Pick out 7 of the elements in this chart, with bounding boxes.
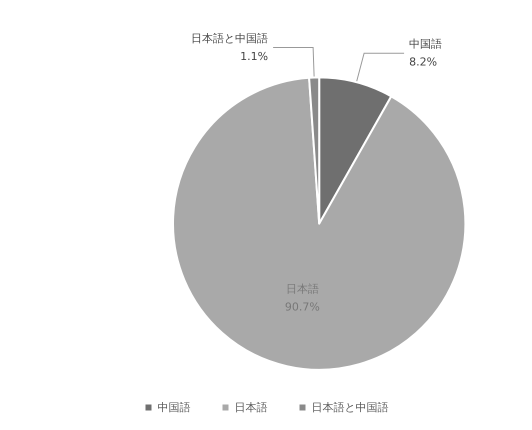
data-label: 8.2% [409, 56, 438, 69]
legend-label: 中国語 [158, 401, 190, 414]
legend-label: 日本語と中国語 [312, 401, 388, 414]
slice-label: 日本語と中国語 [191, 32, 268, 46]
legend-label: 日本語 [234, 401, 268, 414]
data-label: 1.1% [240, 50, 268, 64]
slice-label: 中国語 [409, 38, 442, 51]
